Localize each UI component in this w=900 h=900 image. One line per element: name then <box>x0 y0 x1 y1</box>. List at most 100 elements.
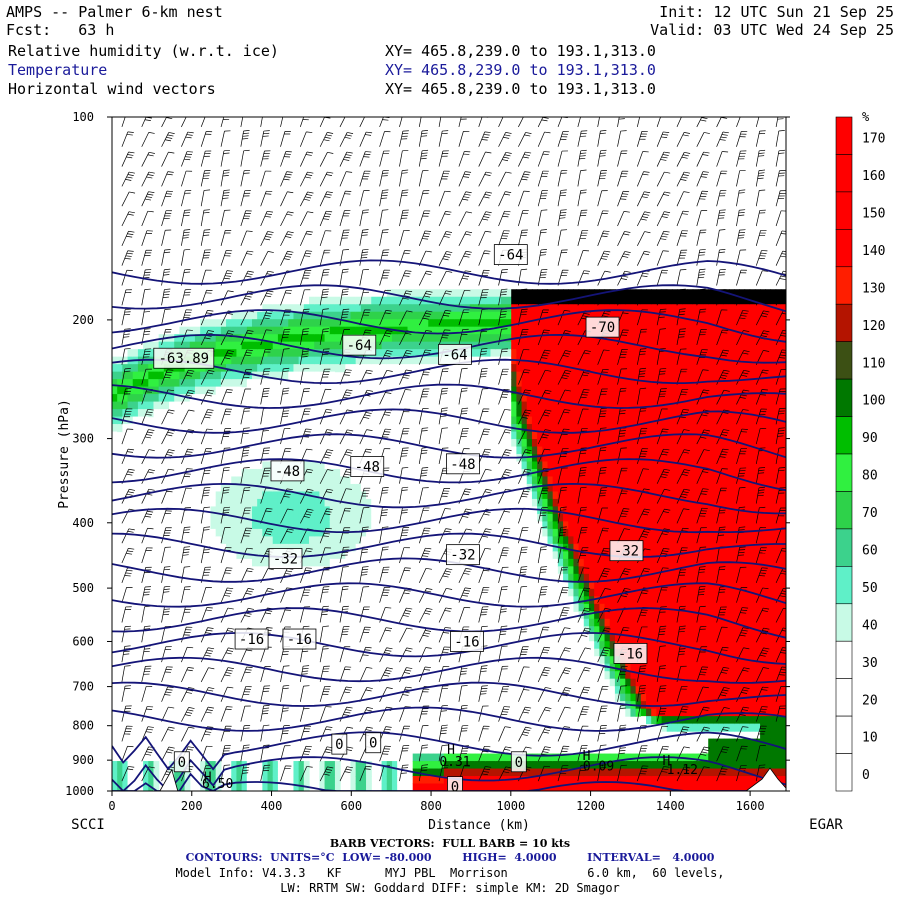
rh-cell <box>366 768 372 777</box>
rh-cell <box>708 424 715 433</box>
rh-cell <box>169 341 175 350</box>
rh-cell <box>371 491 378 500</box>
rh-cell <box>283 431 289 440</box>
rh-cell <box>309 573 315 582</box>
rh-cell <box>542 409 549 418</box>
rh-cell <box>625 431 632 440</box>
rh-cell <box>500 319 507 328</box>
rh-cell <box>640 768 647 777</box>
rh-cell <box>599 618 606 627</box>
rh-cell <box>417 169 424 178</box>
rh-cell <box>557 349 564 358</box>
rh-cell <box>713 289 720 298</box>
rh-cell <box>443 319 450 328</box>
rh-cell <box>288 483 295 493</box>
rh-cell <box>241 476 248 485</box>
rh-cell <box>122 424 129 433</box>
rh-cell <box>723 573 730 582</box>
rh-cell <box>531 506 538 515</box>
rh-cell <box>651 761 657 770</box>
rh-cell <box>614 686 621 695</box>
rh-cell <box>210 341 217 350</box>
rh-cell <box>257 304 263 313</box>
rh-cell <box>604 761 611 770</box>
rh-cell <box>309 588 315 597</box>
rh-cell <box>739 334 746 343</box>
rh-cell <box>412 783 419 791</box>
rh-cell <box>236 349 243 358</box>
rh-cell <box>708 573 715 582</box>
rh-cell <box>220 251 227 260</box>
rh-cell <box>163 371 170 380</box>
rh-cell <box>646 446 652 455</box>
rh-cell <box>604 401 611 410</box>
rh-cell <box>583 498 590 508</box>
rh-cell <box>412 289 419 298</box>
rh-cell <box>324 229 331 238</box>
rh-cell <box>578 543 585 552</box>
rh-cell <box>614 476 621 485</box>
rh-cell <box>231 371 238 380</box>
rh-cell <box>573 356 580 365</box>
rh-cell <box>646 551 652 560</box>
rh-cell <box>122 783 129 791</box>
rh-cell <box>272 379 279 388</box>
rh-cell <box>127 416 134 425</box>
rh-cell <box>397 334 403 343</box>
rh-cell <box>272 446 279 455</box>
rh-cell <box>200 776 206 785</box>
rh-cell <box>630 611 637 620</box>
rh-cell <box>687 648 694 657</box>
rh-cell <box>744 701 751 710</box>
rh-cell <box>713 588 720 597</box>
rh-cell <box>640 446 647 455</box>
rh-cell <box>324 491 331 500</box>
rh-cell <box>718 596 725 605</box>
rh-cell <box>251 446 258 455</box>
rh-cell <box>646 611 652 620</box>
rh-cell <box>713 776 720 785</box>
rh-cell <box>542 364 549 373</box>
rh-cell <box>215 191 222 200</box>
rh-cell <box>594 394 600 403</box>
rh-cell <box>174 491 180 500</box>
rh-cell <box>298 528 305 537</box>
rh-cell <box>563 528 569 537</box>
rh-cell <box>376 491 383 500</box>
rh-cell <box>521 446 528 455</box>
rh-cell <box>132 131 139 141</box>
rh-cell <box>137 199 144 208</box>
rh-cell <box>744 536 751 545</box>
rh-cell <box>692 626 699 635</box>
rh-cell <box>552 409 559 418</box>
rh-cell <box>314 146 320 156</box>
rh-cell <box>573 326 580 335</box>
rh-cell <box>324 131 331 141</box>
rh-cell <box>283 349 289 358</box>
rh-cell <box>588 424 595 433</box>
rh-cell <box>620 558 626 567</box>
rh-cell <box>557 573 564 582</box>
rh-cell <box>319 124 326 133</box>
rh-cell <box>713 364 720 373</box>
rh-cell <box>179 371 186 380</box>
rh-cell <box>583 491 590 500</box>
rh-cell <box>583 528 590 537</box>
rh-cell <box>257 528 263 537</box>
rh-cell <box>661 776 668 785</box>
rh-cell <box>407 169 414 178</box>
rh-cell <box>599 603 606 612</box>
rh-cell <box>303 468 310 478</box>
rh-cell <box>511 296 517 305</box>
rh-cell <box>251 349 258 358</box>
rh-cell <box>635 401 642 410</box>
rh-cell <box>630 461 637 470</box>
rh-cell <box>319 244 326 253</box>
rh-cell <box>200 521 206 530</box>
rh-cell <box>697 663 704 672</box>
rh-cell <box>200 461 206 470</box>
rh-cell <box>744 663 751 672</box>
rh-cell <box>257 566 263 575</box>
rh-cell <box>516 311 523 320</box>
rh-cell <box>366 528 372 537</box>
